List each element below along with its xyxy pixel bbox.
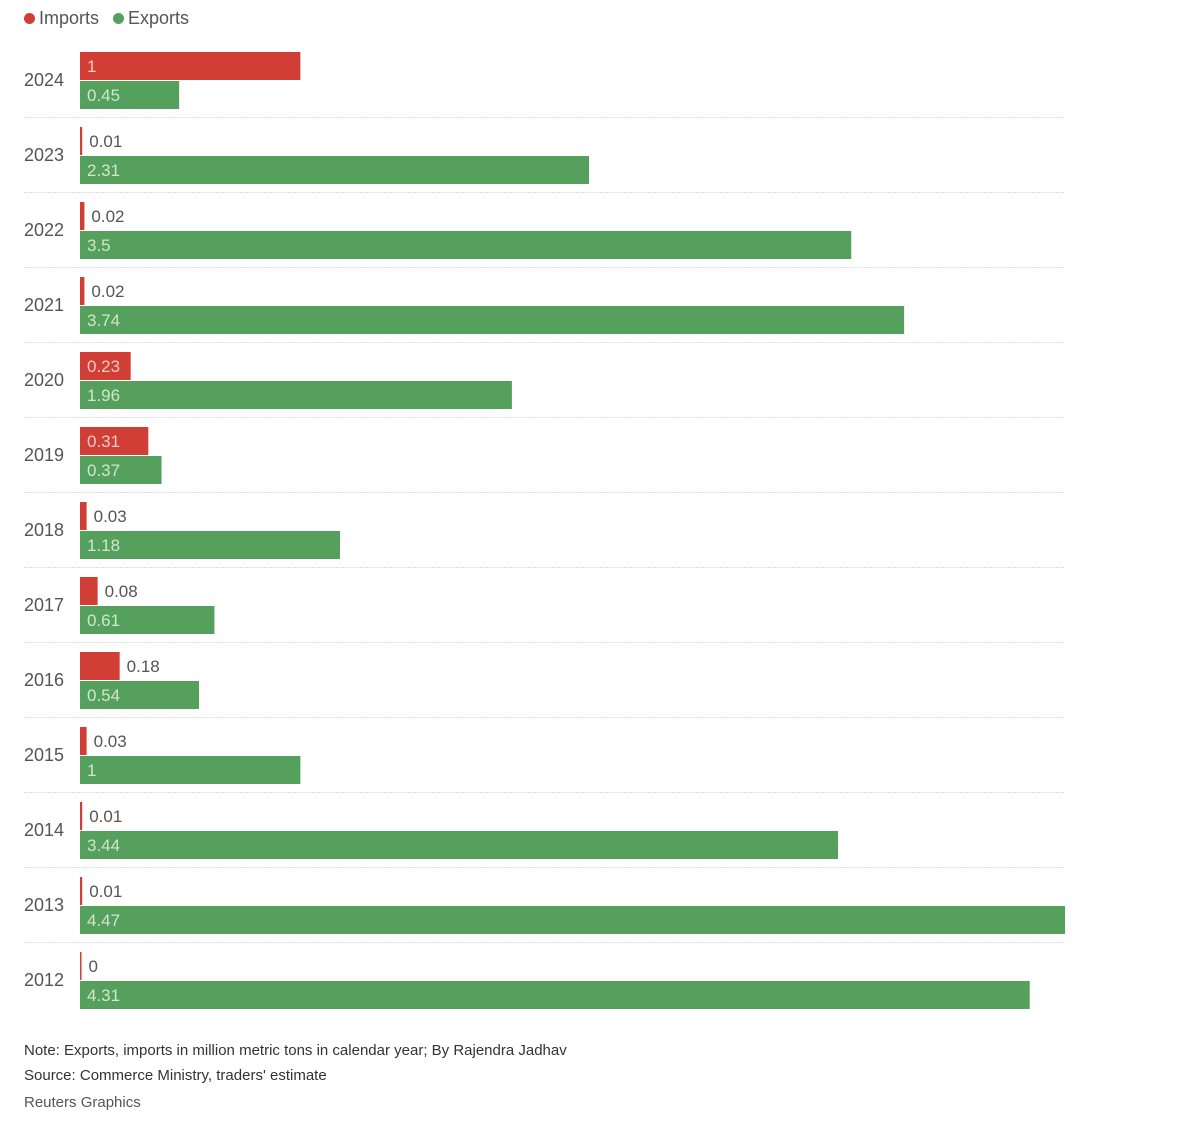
bar-chart: 2024 1 0.45 2023 0.01 2.31 2022 0.02 3.5 2021 0.02… [24,52,1065,1009]
imports-bar [80,502,87,530]
exports-value-label: 3.44 [87,836,120,855]
exports-value-label: 4.47 [87,911,120,930]
year-label: 2020 [24,370,64,390]
footer-note: Note: Exports, imports in million metric… [24,1042,567,1059]
year-label: 2024 [24,70,64,90]
imports-dot-icon [24,13,35,24]
year-label: 2017 [24,595,64,615]
exports-value-label: 1 [87,761,96,780]
imports-bar [80,577,98,605]
exports-bar [80,681,199,709]
imports-value-label: 1 [87,57,96,76]
exports-value-label: 4.31 [87,986,120,1005]
imports-bar [80,127,83,155]
exports-bar [80,381,512,409]
imports-value-label: 0.01 [89,882,122,901]
year-label: 2022 [24,220,64,240]
year-label: 2018 [24,520,64,540]
imports-value-label: 0.02 [91,207,124,226]
year-label: 2015 [24,745,64,765]
imports-value-label: 0 [89,957,98,976]
exports-bar [80,981,1030,1009]
year-label: 2012 [24,970,64,990]
exports-bar [80,531,341,559]
imports-bar [80,727,87,755]
chart-legend: Imports Exports [24,8,203,29]
exports-dot-icon [113,13,125,24]
imports-value-label: 0.01 [89,132,122,151]
imports-bar [80,52,301,80]
legend-item-imports: Imports [24,8,99,29]
imports-value-label: 0.01 [89,807,122,826]
chart-footer: Note: Exports, imports in million metric… [24,1038,567,1088]
exports-bar [80,831,839,859]
exports-bar [80,156,590,184]
exports-value-label: 1.18 [87,536,120,555]
exports-value-label: 0.61 [87,611,120,630]
imports-bar [80,277,85,305]
imports-bar [80,427,149,455]
exports-bar [80,81,180,109]
exports-value-label: 3.74 [87,311,120,330]
imports-value-label: 0.18 [127,657,160,676]
year-label: 2014 [24,820,64,840]
exports-bar [80,306,905,334]
exports-bar [80,456,162,484]
imports-bar [80,352,131,380]
exports-value-label: 3.5 [87,236,111,255]
exports-bar [80,606,215,634]
year-label: 2021 [24,295,64,315]
exports-value-label: 1.96 [87,386,120,405]
imports-bar [80,877,83,905]
imports-bar [80,202,85,230]
imports-value-label: 0.02 [91,282,124,301]
exports-bar [80,756,301,784]
imports-value-label: 0.31 [87,432,120,451]
footer-source: Source: Commerce Ministry, traders' esti… [24,1067,327,1084]
imports-bar [80,802,83,830]
year-label: 2016 [24,670,64,690]
year-label: 2019 [24,445,64,465]
imports-value-label: 0.23 [87,357,120,376]
imports-value-label: 0.08 [105,582,138,601]
exports-bar [80,231,852,259]
exports-value-label: 0.54 [87,686,120,705]
exports-value-label: 0.45 [87,86,120,105]
legend-label-imports: Imports [39,8,100,28]
imports-value-label: 0.03 [94,732,127,751]
exports-bar [80,906,1065,934]
legend-label-exports: Exports [128,8,190,28]
footer-credit: Reuters Graphics [24,1094,141,1111]
imports-value-label: 0.03 [94,507,127,526]
exports-value-label: 0.37 [87,461,120,480]
year-label: 2023 [24,145,64,165]
year-label: 2013 [24,895,64,915]
imports-bar [80,652,120,680]
legend-item-exports: Exports [113,8,189,29]
exports-value-label: 2.31 [87,161,120,180]
imports-bar [80,952,82,980]
